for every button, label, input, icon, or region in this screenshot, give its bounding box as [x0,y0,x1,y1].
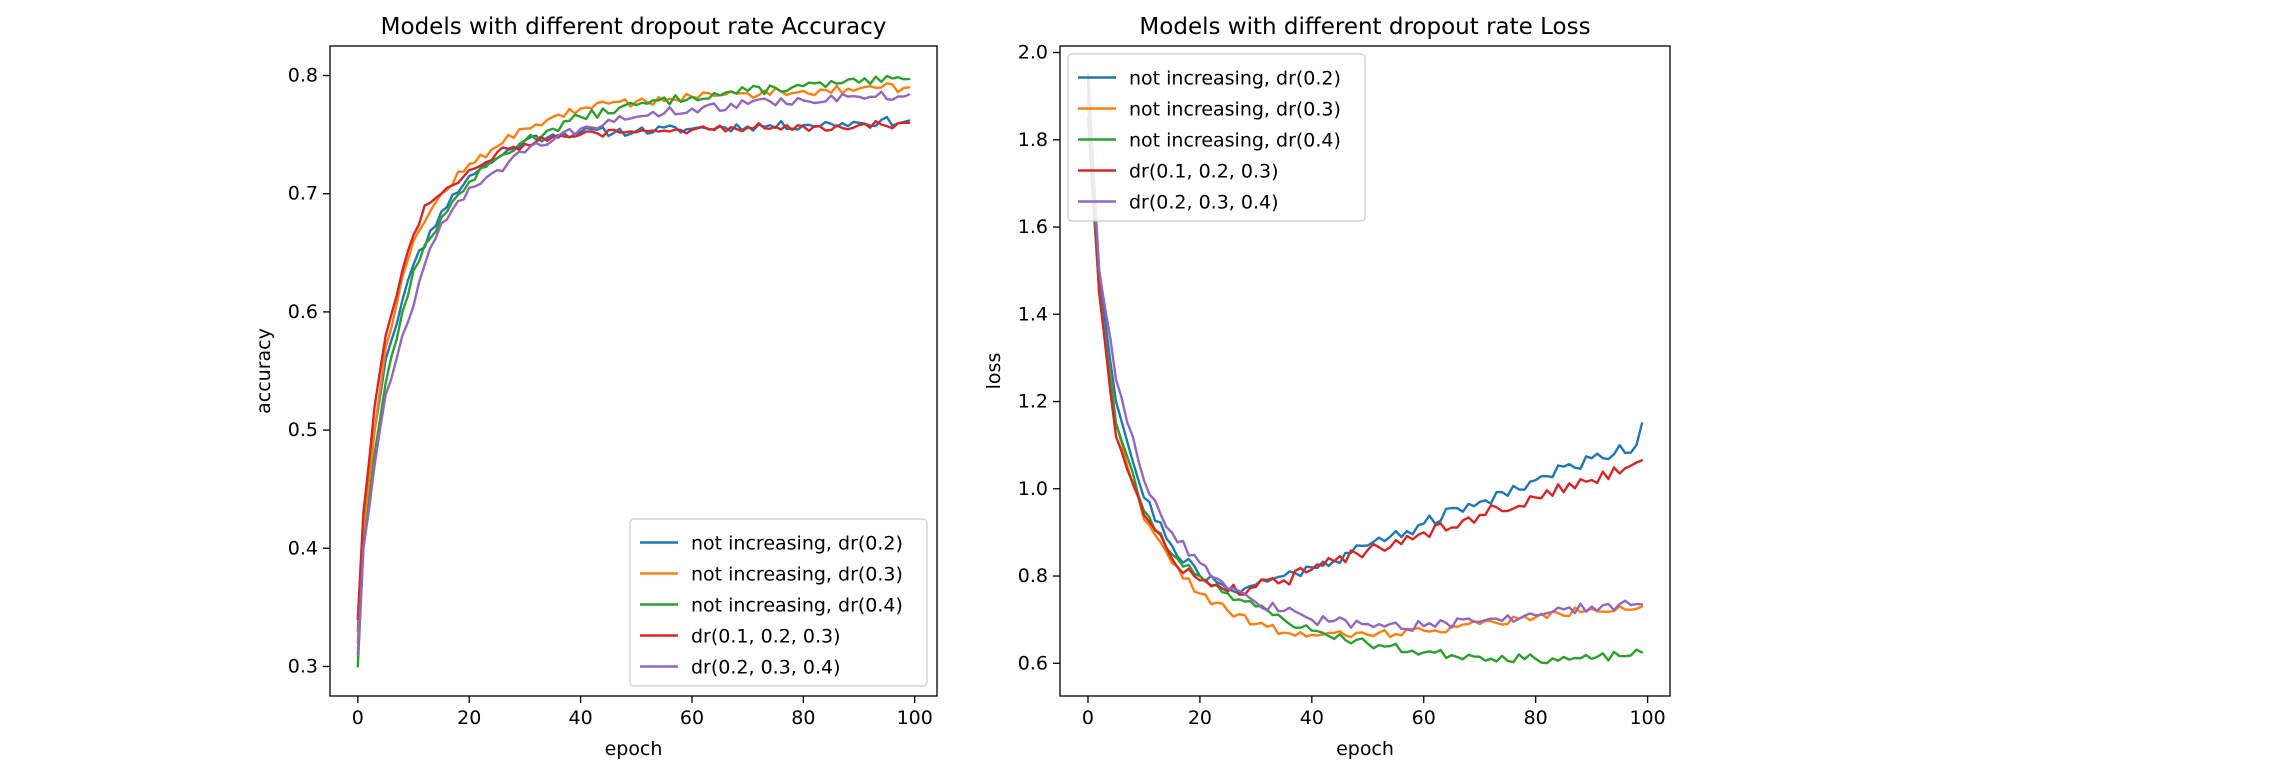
series-line-4 [1086,73,1644,596]
x-tick-label: 0 [352,707,364,729]
y-tick-label: 2.0 [1018,42,1048,64]
x-tick-label: 20 [1188,707,1212,729]
accuracy-chart: Models with different dropout rate Accur… [253,14,938,760]
y-tick-label: 1.8 [1018,129,1048,151]
series-line-4 [356,119,911,621]
x-axis-label: epoch [1336,738,1394,760]
y-tick-label: 1.6 [1018,216,1048,238]
series-line-5 [1086,81,1644,632]
y-tick-label: 0.5 [288,419,318,441]
x-tick-label: 80 [791,707,815,729]
legend-box [629,518,928,687]
legend-box [1067,53,1366,222]
legend-label: not increasing, dr(0.3) [691,564,903,586]
series-line-1 [1086,73,1644,595]
series-line-3 [356,74,911,668]
x-tick-label: 40 [569,707,593,729]
x-tick-label: 100 [1629,707,1665,729]
legend-label: not increasing, dr(0.2) [1129,68,1341,90]
x-axis-label: epoch [605,738,663,760]
series-line-3 [1086,116,1644,665]
y-tick-label: 0.8 [1018,565,1048,587]
plot-frame [1059,45,1671,697]
y-tick-label: 1.2 [1018,391,1048,413]
loss-chart: Models with different dropout rate Loss 0… [983,14,1671,760]
legend-label: not increasing, dr(0.4) [1129,130,1341,152]
legend-label: not increasing, dr(0.2) [691,533,903,555]
y-tick-label: 0.6 [1018,652,1048,674]
series-line-5 [356,90,911,656]
y-tick-label: 0.3 [288,655,318,677]
x-tick-label: 60 [1412,707,1436,729]
x-tick-label: 60 [680,707,704,729]
y-axis-label: loss [983,353,1005,390]
legend-label: not increasing, dr(0.3) [1129,99,1341,121]
x-tick-label: 40 [1300,707,1324,729]
y-tick-label: 0.7 [288,183,318,205]
legend-label: dr(0.1, 0.2, 0.3) [1129,161,1279,183]
plot-frame [329,45,938,697]
x-tick-label: 100 [897,707,933,729]
legend-label: dr(0.2, 0.3, 0.4) [1129,192,1279,214]
series-line-2 [1086,95,1644,639]
legend-label: not increasing, dr(0.4) [691,595,903,617]
y-tick-label: 1.4 [1018,303,1048,325]
y-tick-label: 1.0 [1018,478,1048,500]
x-tick-label: 80 [1524,707,1548,729]
y-axis-label: accuracy [253,328,275,414]
chart-title: Models with different dropout rate Loss [1139,14,1590,40]
y-tick-label: 0.4 [288,537,318,559]
x-tick-label: 0 [1082,707,1094,729]
legend-label: dr(0.2, 0.3, 0.4) [691,657,841,679]
y-tick-label: 0.8 [288,65,318,87]
x-tick-label: 20 [457,707,481,729]
chart-title: Models with different dropout rate Accur… [381,14,887,40]
legend: not increasing, dr(0.2) not increasing, d… [1067,53,1366,222]
legend-label: dr(0.1, 0.2, 0.3) [691,626,841,648]
legend: not increasing, dr(0.2) not increasing, d… [629,518,928,687]
y-tick-label: 0.6 [288,301,318,323]
